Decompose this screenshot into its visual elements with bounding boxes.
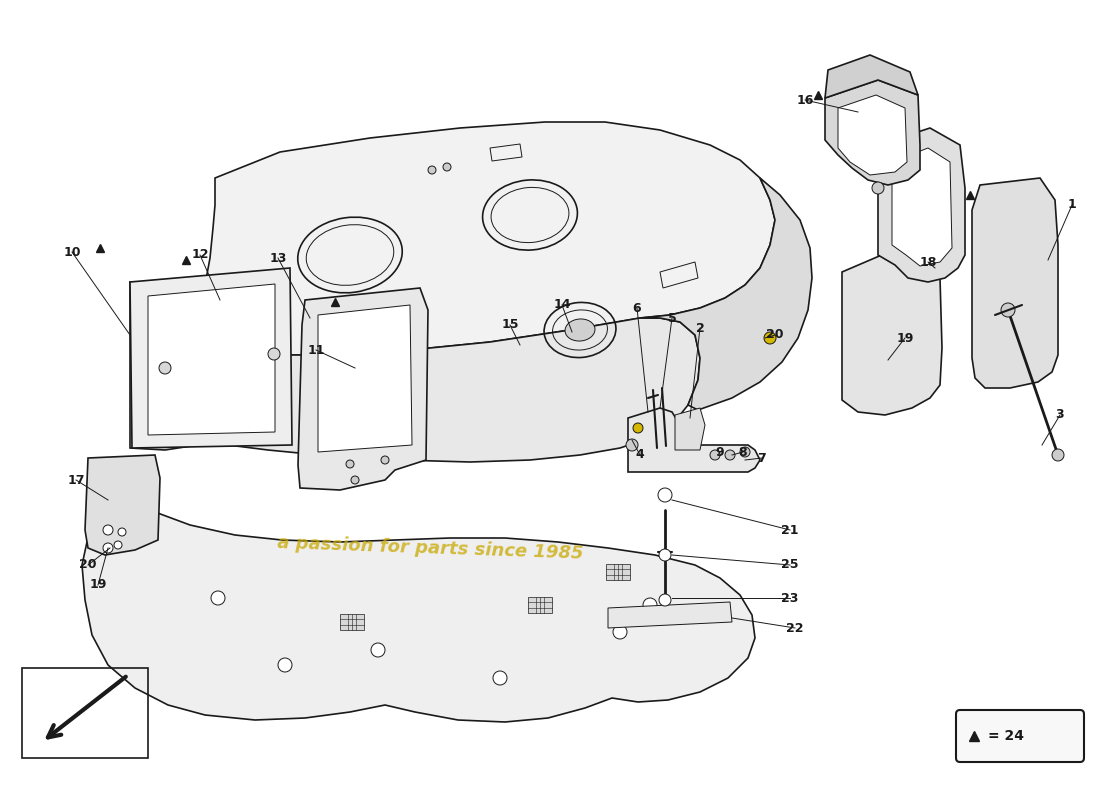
Text: 22: 22 <box>786 622 804 634</box>
Circle shape <box>351 476 359 484</box>
Circle shape <box>658 488 672 502</box>
Text: 12: 12 <box>191 249 209 262</box>
Circle shape <box>626 439 638 451</box>
Circle shape <box>710 450 720 460</box>
Circle shape <box>1001 303 1015 317</box>
Circle shape <box>157 383 167 393</box>
Circle shape <box>613 625 627 639</box>
Text: 4: 4 <box>636 449 645 462</box>
Text: 9: 9 <box>716 446 724 458</box>
Polygon shape <box>200 122 776 355</box>
Circle shape <box>157 343 167 353</box>
Circle shape <box>346 460 354 468</box>
Text: 17: 17 <box>67 474 85 486</box>
Polygon shape <box>318 305 412 452</box>
Polygon shape <box>878 128 965 282</box>
Circle shape <box>157 305 167 315</box>
Circle shape <box>278 658 292 672</box>
Circle shape <box>659 549 671 561</box>
Polygon shape <box>838 95 908 175</box>
Circle shape <box>211 591 226 605</box>
Circle shape <box>443 163 451 171</box>
Circle shape <box>872 182 884 194</box>
Text: 23: 23 <box>781 591 799 605</box>
Polygon shape <box>85 455 160 555</box>
Bar <box>606 564 630 580</box>
Circle shape <box>644 598 657 612</box>
Text: 8: 8 <box>739 446 747 458</box>
Text: 18: 18 <box>920 255 937 269</box>
FancyBboxPatch shape <box>956 710 1084 762</box>
Text: 11: 11 <box>307 343 324 357</box>
Text: 5: 5 <box>668 311 676 325</box>
Circle shape <box>118 528 127 536</box>
Polygon shape <box>972 178 1058 388</box>
Polygon shape <box>148 284 275 435</box>
Circle shape <box>381 456 389 464</box>
Polygon shape <box>130 268 292 448</box>
Circle shape <box>160 362 170 374</box>
Text: 20: 20 <box>79 558 97 571</box>
Circle shape <box>632 423 644 433</box>
Text: 1: 1 <box>1068 198 1077 211</box>
Circle shape <box>764 332 776 344</box>
Polygon shape <box>825 55 918 98</box>
Polygon shape <box>825 80 920 185</box>
Text: 13: 13 <box>270 251 287 265</box>
Text: 19: 19 <box>896 331 914 345</box>
Text: a passion for parts since 1985: a passion for parts since 1985 <box>277 534 583 562</box>
Text: 2: 2 <box>695 322 704 334</box>
Text: 14: 14 <box>553 298 571 311</box>
Polygon shape <box>628 408 760 472</box>
Circle shape <box>493 671 507 685</box>
Circle shape <box>659 594 671 606</box>
Circle shape <box>1052 449 1064 461</box>
Text: = 24: = 24 <box>988 729 1024 743</box>
Text: 21: 21 <box>781 523 799 537</box>
Circle shape <box>740 447 750 457</box>
Polygon shape <box>842 248 942 415</box>
Circle shape <box>725 450 735 460</box>
Circle shape <box>103 543 113 553</box>
Polygon shape <box>640 178 812 410</box>
Text: 6: 6 <box>632 302 641 314</box>
Text: 16: 16 <box>796 94 814 106</box>
Polygon shape <box>608 602 732 628</box>
Text: 20: 20 <box>767 329 783 342</box>
Circle shape <box>428 166 436 174</box>
Text: 10: 10 <box>64 246 80 258</box>
Text: 3: 3 <box>1056 409 1065 422</box>
Ellipse shape <box>565 319 595 341</box>
Polygon shape <box>892 148 952 266</box>
Polygon shape <box>82 500 755 722</box>
Circle shape <box>371 643 385 657</box>
Text: 7: 7 <box>758 451 767 465</box>
Text: 25: 25 <box>781 558 799 571</box>
Circle shape <box>157 420 167 430</box>
Polygon shape <box>130 282 200 450</box>
Circle shape <box>268 348 280 360</box>
Bar <box>528 597 552 613</box>
Text: 19: 19 <box>89 578 107 591</box>
Circle shape <box>103 525 113 535</box>
Text: 15: 15 <box>502 318 519 331</box>
Polygon shape <box>298 288 428 490</box>
Circle shape <box>114 541 122 549</box>
Bar <box>340 614 364 630</box>
Polygon shape <box>675 408 705 450</box>
Polygon shape <box>188 308 700 462</box>
